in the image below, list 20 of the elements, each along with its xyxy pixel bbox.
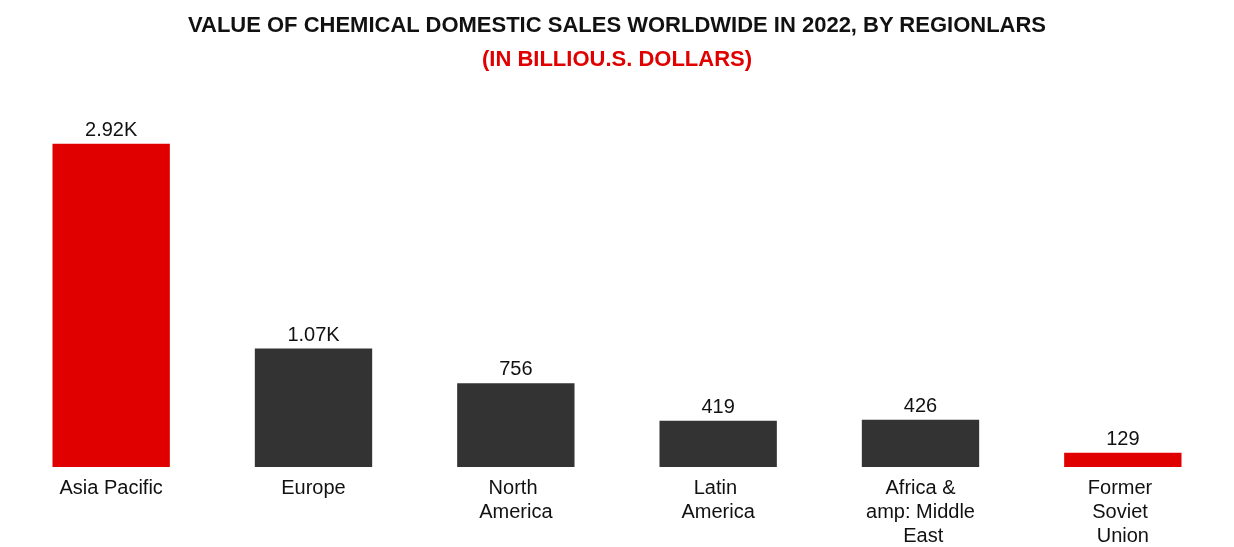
x-tick-label: Europe bbox=[281, 476, 346, 498]
data-label: 129 bbox=[1106, 426, 1140, 449]
bar bbox=[254, 348, 373, 467]
x-tick-label: Former Soviet Union bbox=[1087, 476, 1158, 546]
bar bbox=[457, 383, 575, 467]
bar bbox=[659, 420, 777, 467]
x-tick-label: Asia Pacific bbox=[59, 476, 163, 498]
chart-title: VALUE OF CHEMICAL DOMESTIC SALES WORLDWIDE IN 2022, BY REGIONLARS bbox=[187, 11, 1047, 37]
data-label: 426 bbox=[903, 393, 938, 416]
bar bbox=[1064, 452, 1182, 467]
bar bbox=[861, 419, 980, 467]
chart-subtitle: (IN BILLIOU.S. DOLLARS) bbox=[481, 45, 753, 71]
data-label: 756 bbox=[499, 357, 533, 380]
data-label: 1.07K bbox=[287, 322, 341, 345]
data-label: 2.92K bbox=[85, 117, 138, 140]
bar bbox=[52, 143, 170, 467]
x-tick-label: North America bbox=[479, 476, 554, 522]
x-tick-label: Africa &amp: Middle East bbox=[866, 476, 975, 546]
x-tick-label: Latin America bbox=[681, 476, 756, 522]
data-label: 419 bbox=[701, 394, 735, 417]
